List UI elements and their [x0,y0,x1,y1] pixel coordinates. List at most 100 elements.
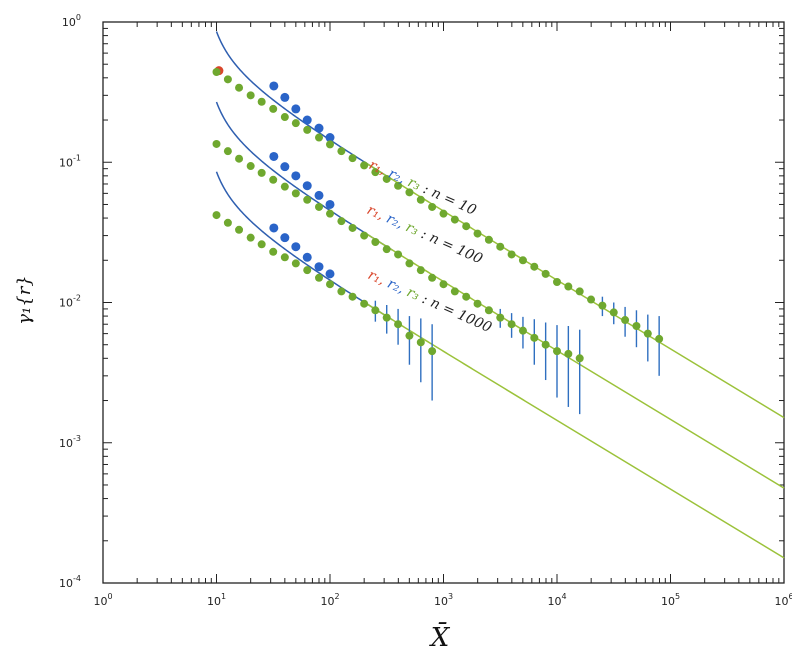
point-r3 [405,259,414,268]
point-r2 [314,262,324,272]
point-r3 [212,139,221,148]
point-r3 [348,154,357,163]
point-r3 [337,287,346,296]
point-r3 [326,140,334,149]
point-r3 [348,223,357,232]
point-r3-errorbar [405,331,414,340]
point-r3 [291,259,300,268]
point-r3 [257,168,266,177]
point-r3 [439,209,448,218]
point-r3-errorbar [496,313,505,322]
point-r3 [315,202,324,211]
point-r2 [302,181,312,191]
y-tick-label: 10-1 [59,153,81,169]
annotation-r1: r₁, [364,202,386,223]
point-r3 [439,280,448,289]
fit-curve-blue [215,101,393,251]
annotation-r3: r₃ [401,172,423,194]
point-r3 [553,278,561,287]
point-r3-errorbar [553,347,561,356]
point-r3-errorbar [575,354,584,363]
point-r3-errorbar [643,329,652,338]
point-r2 [280,162,290,172]
fit-curve-green [363,161,785,419]
point-r3 [337,147,346,156]
annotation-r2: r₂, [382,164,408,187]
point-r3-errorbar [382,313,391,322]
annotation-r2: r₂, [381,274,407,297]
point-r3 [587,295,596,304]
point-r3 [257,240,266,249]
fit-curve-blue [215,31,393,181]
point-r3-errorbar [371,306,380,315]
annotation-r1: r₁, [365,267,387,288]
point-r3 [246,233,255,242]
point-r3 [280,253,289,262]
point-r3-errorbar [428,347,437,356]
fit-curve-green [363,301,785,559]
point-r3 [394,250,403,259]
annotation-tail: : n = 1000 [415,289,494,336]
point-r3 [484,235,493,244]
point-r3 [280,113,289,122]
point-r3 [462,292,471,301]
point-r3 [360,231,369,240]
point-r3 [303,125,312,134]
point-r3 [473,229,482,238]
point-r3-errorbar [598,301,607,310]
point-r3 [371,238,380,247]
point-r3 [326,280,334,289]
point-r3 [291,189,300,198]
axis-ticks [102,21,785,584]
point-r3 [235,83,244,92]
point-r3 [291,119,300,128]
point-r3-errorbar [609,308,618,317]
point-r3 [223,218,232,227]
x-tick-label: 106 [774,592,792,608]
x-tick-label: 100 [93,592,112,608]
point-r3 [246,162,255,171]
point-r3 [416,266,425,275]
point-r3 [530,262,539,271]
point-r2 [291,104,301,114]
point-r2 [269,223,279,233]
point-r2 [302,115,312,125]
point-r3 [518,256,527,265]
fit-curve-green [363,231,785,489]
point-r3 [507,250,516,259]
point-r3-errorbar [394,320,403,329]
point-r3 [564,282,573,291]
point-r2 [280,233,290,243]
point-r3 [348,292,357,301]
fit-curves [215,31,785,559]
y-tick-label: 10-2 [59,294,81,310]
x-axis-label: X̄ [429,621,451,653]
annotation-r3: r₃ [400,282,422,304]
x-tick-label: 105 [661,592,680,608]
point-r3 [575,287,584,296]
point-r3-errorbar [541,340,550,349]
point-r3-errorbar [530,333,539,342]
point-r3 [371,168,380,177]
point-r3 [269,247,278,256]
y-tick-label: 10-3 [59,434,81,450]
point-r3 [394,181,403,190]
point-r3 [235,225,244,234]
point-r2 [269,81,279,91]
point-r3-errorbar [507,320,516,329]
y-tick-label: 10-4 [59,574,81,590]
point-r3 [280,182,289,191]
point-r3 [212,68,221,77]
point-r3 [257,97,266,106]
annotation-r2: r₂, [380,209,406,232]
point-r3 [416,195,425,204]
point-r2 [325,199,335,209]
point-r3 [462,222,471,231]
point-r3 [212,211,221,220]
point-r3 [315,133,324,142]
point-r3-errorbar [655,334,664,343]
point-r3 [337,217,346,226]
point-r3 [405,188,414,197]
point-r3 [428,273,437,282]
